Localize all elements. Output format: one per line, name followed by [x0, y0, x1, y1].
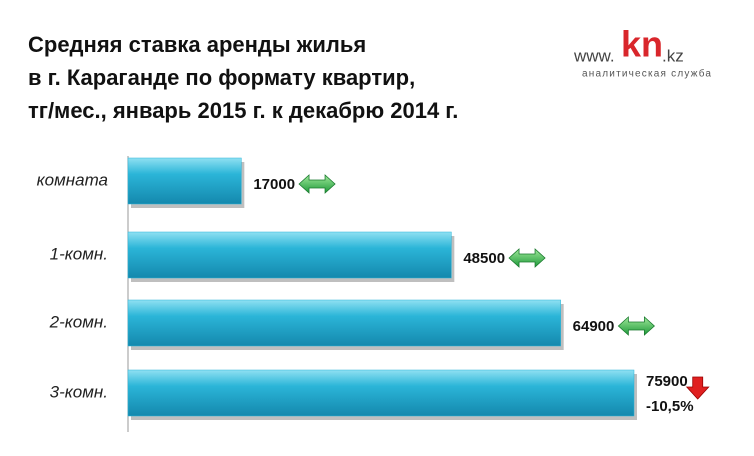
- y-tick-label: комната: [37, 170, 108, 189]
- change-label: -10,5%: [646, 398, 694, 415]
- chart-title: в г. Караганде по формату квартир,: [28, 65, 415, 90]
- data-label: 64900: [573, 318, 615, 335]
- bar: [127, 231, 452, 279]
- logo-suffix: .kz: [662, 46, 684, 65]
- data-label: 17000: [253, 176, 295, 193]
- data-label: 48500: [463, 250, 505, 267]
- change-icon: [617, 316, 655, 336]
- chart-title: тг/мес., январь 2015 г. к декабрю 2014 г…: [28, 98, 458, 123]
- y-tick-label: 1-комн.: [50, 244, 108, 263]
- change-icon: [508, 248, 546, 268]
- chart-title: Средняя ставка аренды жилья: [28, 32, 366, 57]
- logo-name: kn: [621, 24, 663, 65]
- y-tick-label: 3-комн.: [50, 382, 108, 401]
- data-label: 75900: [646, 373, 688, 390]
- y-tick-label: 2-комн.: [49, 312, 108, 331]
- logo-prefix: www.: [573, 46, 615, 65]
- bar: [127, 157, 242, 205]
- logo-tagline: аналитическая служба: [582, 68, 712, 80]
- bar: [127, 369, 635, 417]
- bar: [127, 299, 561, 347]
- change-icon: [685, 376, 710, 400]
- change-icon: [298, 174, 336, 194]
